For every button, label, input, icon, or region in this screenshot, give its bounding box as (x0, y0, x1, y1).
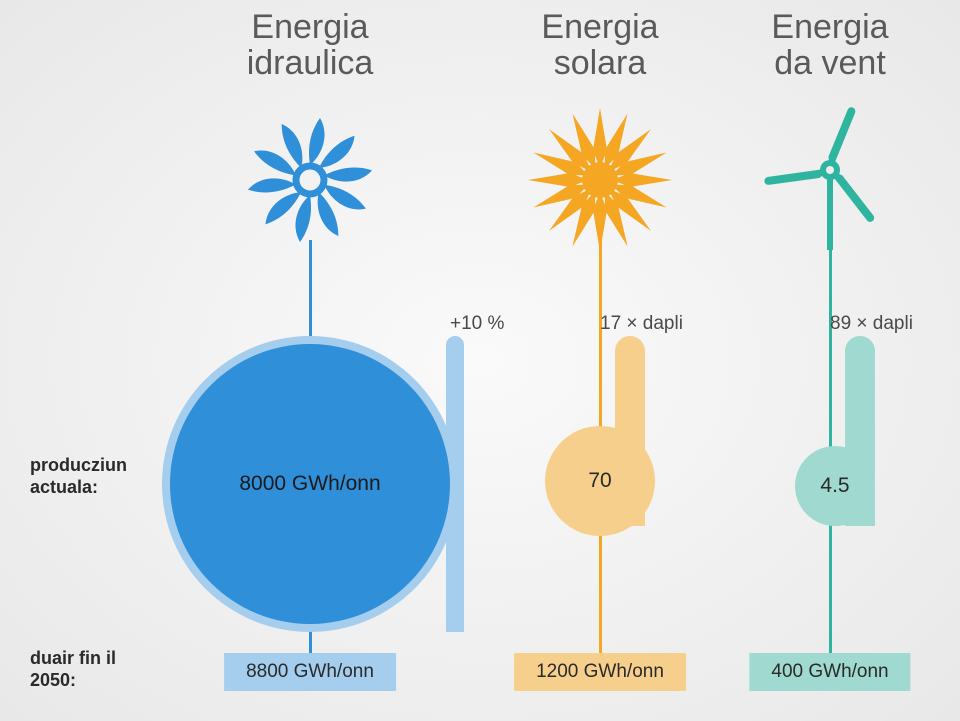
solar-actual-circle: 70 (545, 426, 655, 536)
solar-target-box: 1200 GWh/onn (514, 653, 686, 691)
row-label-actual: producziun actuala: (30, 455, 140, 498)
hydro-actual-circle: 8000 GWh/onn (170, 344, 450, 624)
hydro-icon (150, 105, 470, 255)
windmill-icon (730, 105, 930, 255)
column-hydro: Energiaidraulica +10 % 8000 GWh/onn 8800… (150, 0, 470, 721)
hydro-title: Energiaidraulica (150, 10, 470, 81)
hydro-target-box: 8800 GWh/onn (224, 653, 396, 691)
wind-hook: 4.5 (770, 336, 890, 536)
column-solar: Energiasolara (500, 0, 700, 721)
wind-actual-circle: 4.5 (795, 446, 875, 526)
solar-growth: 17 × dapli (600, 313, 683, 335)
column-wind: Energiada vent 89 × dapli 4.5 400 GWh/on… (730, 0, 930, 721)
hydro-growth: +10 % (450, 313, 504, 335)
row-label-target: duair fin il 2050: (30, 648, 140, 691)
wind-growth: 89 × dapli (830, 313, 913, 335)
sun-icon (500, 105, 700, 255)
solar-title: Energiasolara (500, 10, 700, 81)
wind-title: Energiada vent (730, 10, 930, 81)
wind-target-box: 400 GWh/onn (749, 653, 910, 691)
solar-hook: 70 (535, 336, 665, 536)
